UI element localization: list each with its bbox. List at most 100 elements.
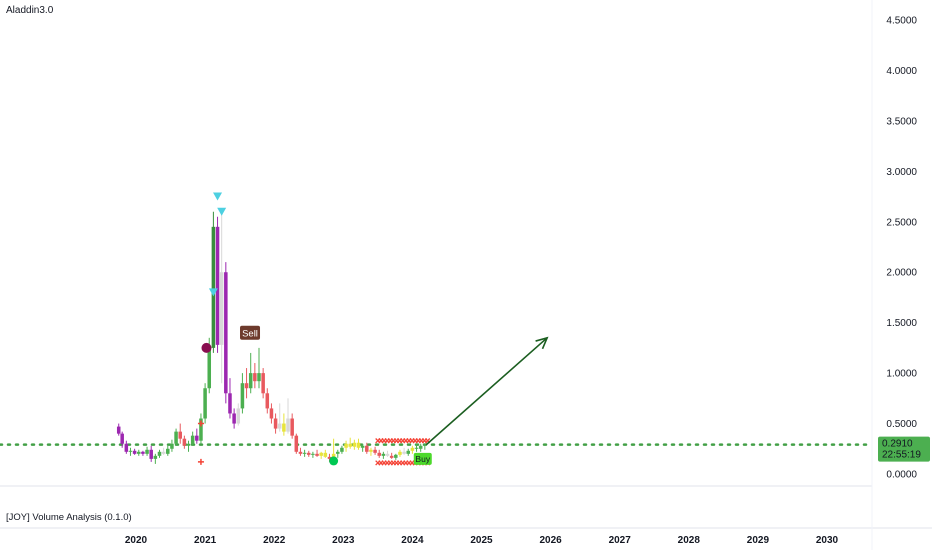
signal-markers xyxy=(197,192,339,466)
x-tick-label: 2029 xyxy=(747,535,770,546)
candle-body xyxy=(319,452,323,456)
x-axis[interactable]: 2020 2021 2022 2023 2024 2025 2026 2027 2028 2029… xyxy=(125,535,839,546)
x-tick-label: 2021 xyxy=(194,535,217,546)
candle-body xyxy=(323,452,328,457)
sell-signal-tag[interactable]: Sell xyxy=(240,325,261,340)
candles xyxy=(116,211,427,464)
candle-body xyxy=(356,442,361,448)
candle-body xyxy=(423,444,427,446)
buy-tag-label: Buy xyxy=(415,454,430,464)
candle-body xyxy=(389,455,394,458)
x-tick-label: 2020 xyxy=(125,535,148,546)
candle-body xyxy=(360,445,365,448)
x-tick-label: 2027 xyxy=(609,535,632,546)
down-triangle-marker xyxy=(208,288,218,297)
y-tick-label: 3.0000 xyxy=(886,167,917,178)
candle-body xyxy=(290,418,294,436)
candle-body xyxy=(124,443,129,452)
x-tick-label: 2023 xyxy=(332,535,355,546)
price-tag-value: 0.2910 xyxy=(882,439,913,450)
candle-body xyxy=(178,431,182,439)
candle-body xyxy=(381,453,386,456)
y-tick-label: 1.0000 xyxy=(886,369,917,380)
candle-body xyxy=(166,448,170,454)
candle-body xyxy=(277,423,282,429)
candle-body xyxy=(311,453,315,455)
candle-body xyxy=(199,418,203,441)
candle-body xyxy=(294,435,299,452)
plus-marker xyxy=(197,420,204,427)
buy-signal-tag[interactable]: Buy xyxy=(413,452,432,465)
candle-body xyxy=(161,451,166,454)
candle-body xyxy=(207,347,212,389)
candle-body xyxy=(195,435,199,441)
y-tick-label: 3.5000 xyxy=(886,116,917,127)
down-triangle-marker xyxy=(213,192,223,201)
candle-body xyxy=(331,453,336,459)
candle-body xyxy=(373,449,377,453)
candle-body xyxy=(141,451,145,454)
candle-body xyxy=(394,454,398,458)
projection-arrow[interactable] xyxy=(425,337,548,446)
candle-body xyxy=(302,452,307,454)
candle-body xyxy=(149,449,153,459)
candle-body xyxy=(253,373,257,382)
candle-body xyxy=(344,443,348,448)
candle-body xyxy=(153,455,158,459)
y-tick-label: 1.5000 xyxy=(886,318,917,329)
candle-body xyxy=(410,447,415,451)
y-tick-label: 4.5000 xyxy=(886,16,917,27)
y-tick-label: 0.5000 xyxy=(886,419,917,430)
y-tick-label: 4.0000 xyxy=(886,66,917,77)
candle-body xyxy=(377,452,381,456)
x-tick-label: 2030 xyxy=(816,535,839,546)
candle-body xyxy=(186,443,191,446)
candle-body xyxy=(132,450,137,454)
x-tick-label: 2022 xyxy=(263,535,286,546)
candle-body xyxy=(414,447,419,449)
arrow-head-icon xyxy=(535,336,549,350)
sell-tag-label: Sell xyxy=(242,328,258,339)
current-price-tag[interactable]: 0.2910 22:55:19 xyxy=(878,436,930,462)
candle-body xyxy=(232,413,236,424)
y-tick-label: 0.0000 xyxy=(886,470,917,481)
candle-body xyxy=(203,388,207,419)
candle-body xyxy=(215,226,220,345)
candle-body xyxy=(385,453,390,456)
candle-body xyxy=(182,438,187,446)
candle-body xyxy=(190,435,195,444)
candle-body xyxy=(352,442,357,447)
candle-body xyxy=(145,449,149,454)
candle-body xyxy=(315,453,319,456)
price-tag-background xyxy=(878,436,930,462)
sell-tag-background xyxy=(240,325,261,340)
candle-body xyxy=(269,408,274,419)
candle-body xyxy=(157,451,162,456)
candle-body xyxy=(336,451,340,454)
x-tick-label: 2024 xyxy=(401,535,424,546)
candle-body xyxy=(327,456,332,459)
projection-arrow-group[interactable] xyxy=(425,336,549,446)
indicator-title: Aladdin3.0 xyxy=(6,5,54,16)
candle-body xyxy=(369,449,373,452)
buy-tag-background xyxy=(413,452,432,465)
candle-body xyxy=(211,226,216,348)
candle-body xyxy=(286,418,290,432)
maroon-dot-marker xyxy=(201,342,212,353)
candle-body xyxy=(116,426,121,434)
candle-body xyxy=(137,451,141,454)
green-dot-marker xyxy=(329,456,339,466)
candle-body xyxy=(261,373,265,394)
y-axis[interactable]: 4.5000 4.0000 3.5000 3.0000 2.5000 2.0000 1.50… xyxy=(886,16,917,481)
volume-analysis-pane-title: [JOY] Volume Analysis (0.1.0) xyxy=(6,512,132,523)
candle-body xyxy=(406,450,411,454)
plus-marker xyxy=(197,458,204,465)
down-triangle-marker xyxy=(217,207,227,216)
candle-body xyxy=(306,452,311,455)
candle-body xyxy=(298,451,303,454)
candle-body xyxy=(282,423,286,432)
candle-body xyxy=(273,418,278,429)
x-tick-label: 2028 xyxy=(678,535,701,546)
x-tick-label: 2025 xyxy=(470,535,493,546)
